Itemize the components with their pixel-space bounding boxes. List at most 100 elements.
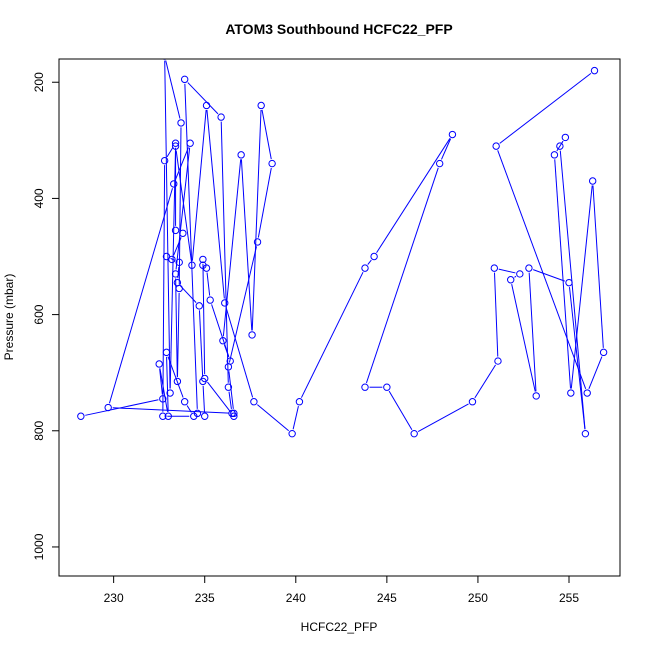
data-point bbox=[175, 258, 183, 267]
data-point bbox=[567, 389, 575, 397]
data-point bbox=[295, 398, 304, 406]
data-point bbox=[237, 151, 245, 159]
series-segment bbox=[220, 121, 229, 383]
data-point bbox=[180, 75, 189, 84]
data-point bbox=[565, 278, 573, 287]
series-segment bbox=[532, 269, 565, 282]
series-segment bbox=[112, 407, 230, 414]
series-segment bbox=[175, 150, 192, 261]
data-point bbox=[230, 409, 238, 418]
series-segment bbox=[169, 150, 176, 389]
series-segment bbox=[159, 368, 163, 395]
series-segment bbox=[257, 404, 290, 432]
data-point bbox=[361, 264, 369, 272]
data-point bbox=[171, 142, 180, 150]
data-point bbox=[104, 403, 112, 412]
data-point bbox=[525, 264, 533, 272]
data-point bbox=[179, 229, 187, 237]
series-segment bbox=[228, 391, 232, 409]
data-point bbox=[175, 284, 183, 293]
series-points bbox=[77, 59, 608, 438]
data-point bbox=[599, 348, 608, 357]
x-axis: 230 235 240 245 250 255 bbox=[104, 576, 579, 605]
series-segment bbox=[493, 272, 499, 357]
series-segment bbox=[202, 263, 206, 375]
series-segment bbox=[300, 271, 364, 398]
data-point bbox=[507, 276, 515, 284]
data-point bbox=[206, 296, 214, 304]
data-point bbox=[516, 270, 524, 278]
x-tick-label: 240 bbox=[286, 591, 306, 605]
series-segment bbox=[559, 150, 586, 430]
series-segment bbox=[257, 167, 272, 238]
data-point bbox=[171, 226, 180, 235]
data-point bbox=[201, 412, 209, 420]
series-segment bbox=[498, 268, 516, 274]
data-point bbox=[217, 113, 225, 121]
data-point bbox=[250, 398, 258, 406]
data-point bbox=[448, 130, 457, 139]
data-point bbox=[170, 180, 178, 188]
series-segment bbox=[223, 344, 230, 357]
data-point bbox=[224, 363, 233, 371]
chart-title: ATOM3 Southbound HCFC22_PFP bbox=[225, 21, 452, 37]
x-tick-label: 230 bbox=[104, 591, 124, 605]
plot-frame bbox=[58, 58, 621, 577]
series-segment bbox=[365, 167, 439, 384]
data-point bbox=[588, 177, 597, 185]
series-segment bbox=[159, 368, 169, 412]
data-point bbox=[180, 398, 189, 406]
series-segment bbox=[376, 138, 451, 253]
data-point bbox=[468, 398, 477, 406]
series-segment bbox=[568, 287, 586, 430]
x-tick-label: 235 bbox=[195, 591, 215, 605]
series-segment bbox=[191, 109, 207, 261]
series-segment bbox=[174, 147, 189, 180]
y-tick-label: 800 bbox=[32, 420, 46, 440]
data-point bbox=[195, 302, 203, 310]
series-segment bbox=[228, 371, 234, 409]
data-point bbox=[166, 389, 174, 397]
x-axis-label: HCFC22_PFP bbox=[301, 620, 378, 634]
series-segment bbox=[162, 165, 166, 412]
series-segment bbox=[175, 278, 178, 377]
y-tick-label: 200 bbox=[32, 72, 46, 92]
y-tick-label: 600 bbox=[32, 304, 46, 324]
data-point bbox=[532, 392, 540, 400]
data-point bbox=[490, 264, 499, 272]
y-axis: 200 400 600 800 1000 bbox=[32, 72, 59, 560]
series-segment bbox=[187, 82, 219, 115]
series-segment bbox=[588, 356, 603, 390]
data-point bbox=[155, 360, 163, 368]
series-segment bbox=[417, 403, 469, 432]
series-segment bbox=[225, 307, 254, 398]
data-point bbox=[188, 261, 196, 269]
series-segment bbox=[176, 292, 180, 377]
series-segment bbox=[166, 356, 169, 412]
data-point bbox=[219, 337, 227, 345]
data-point bbox=[257, 101, 265, 110]
series-segment bbox=[164, 60, 171, 389]
series-segment bbox=[514, 275, 517, 278]
data-point bbox=[561, 133, 570, 142]
data-point bbox=[159, 395, 167, 403]
data-point bbox=[361, 383, 369, 391]
data-point bbox=[160, 156, 169, 165]
series-segment bbox=[166, 146, 174, 158]
data-point bbox=[173, 377, 182, 386]
series-segment bbox=[511, 284, 536, 392]
data-point bbox=[177, 119, 185, 127]
data-point bbox=[248, 331, 256, 339]
data-point bbox=[268, 159, 276, 168]
data-point bbox=[492, 142, 500, 150]
series-segment bbox=[292, 406, 299, 430]
data-point bbox=[202, 264, 211, 272]
data-point bbox=[494, 357, 502, 365]
data-point bbox=[383, 383, 391, 391]
data-point bbox=[171, 139, 180, 147]
data-point bbox=[370, 252, 378, 261]
data-point bbox=[202, 101, 211, 110]
series-segment bbox=[175, 147, 191, 270]
